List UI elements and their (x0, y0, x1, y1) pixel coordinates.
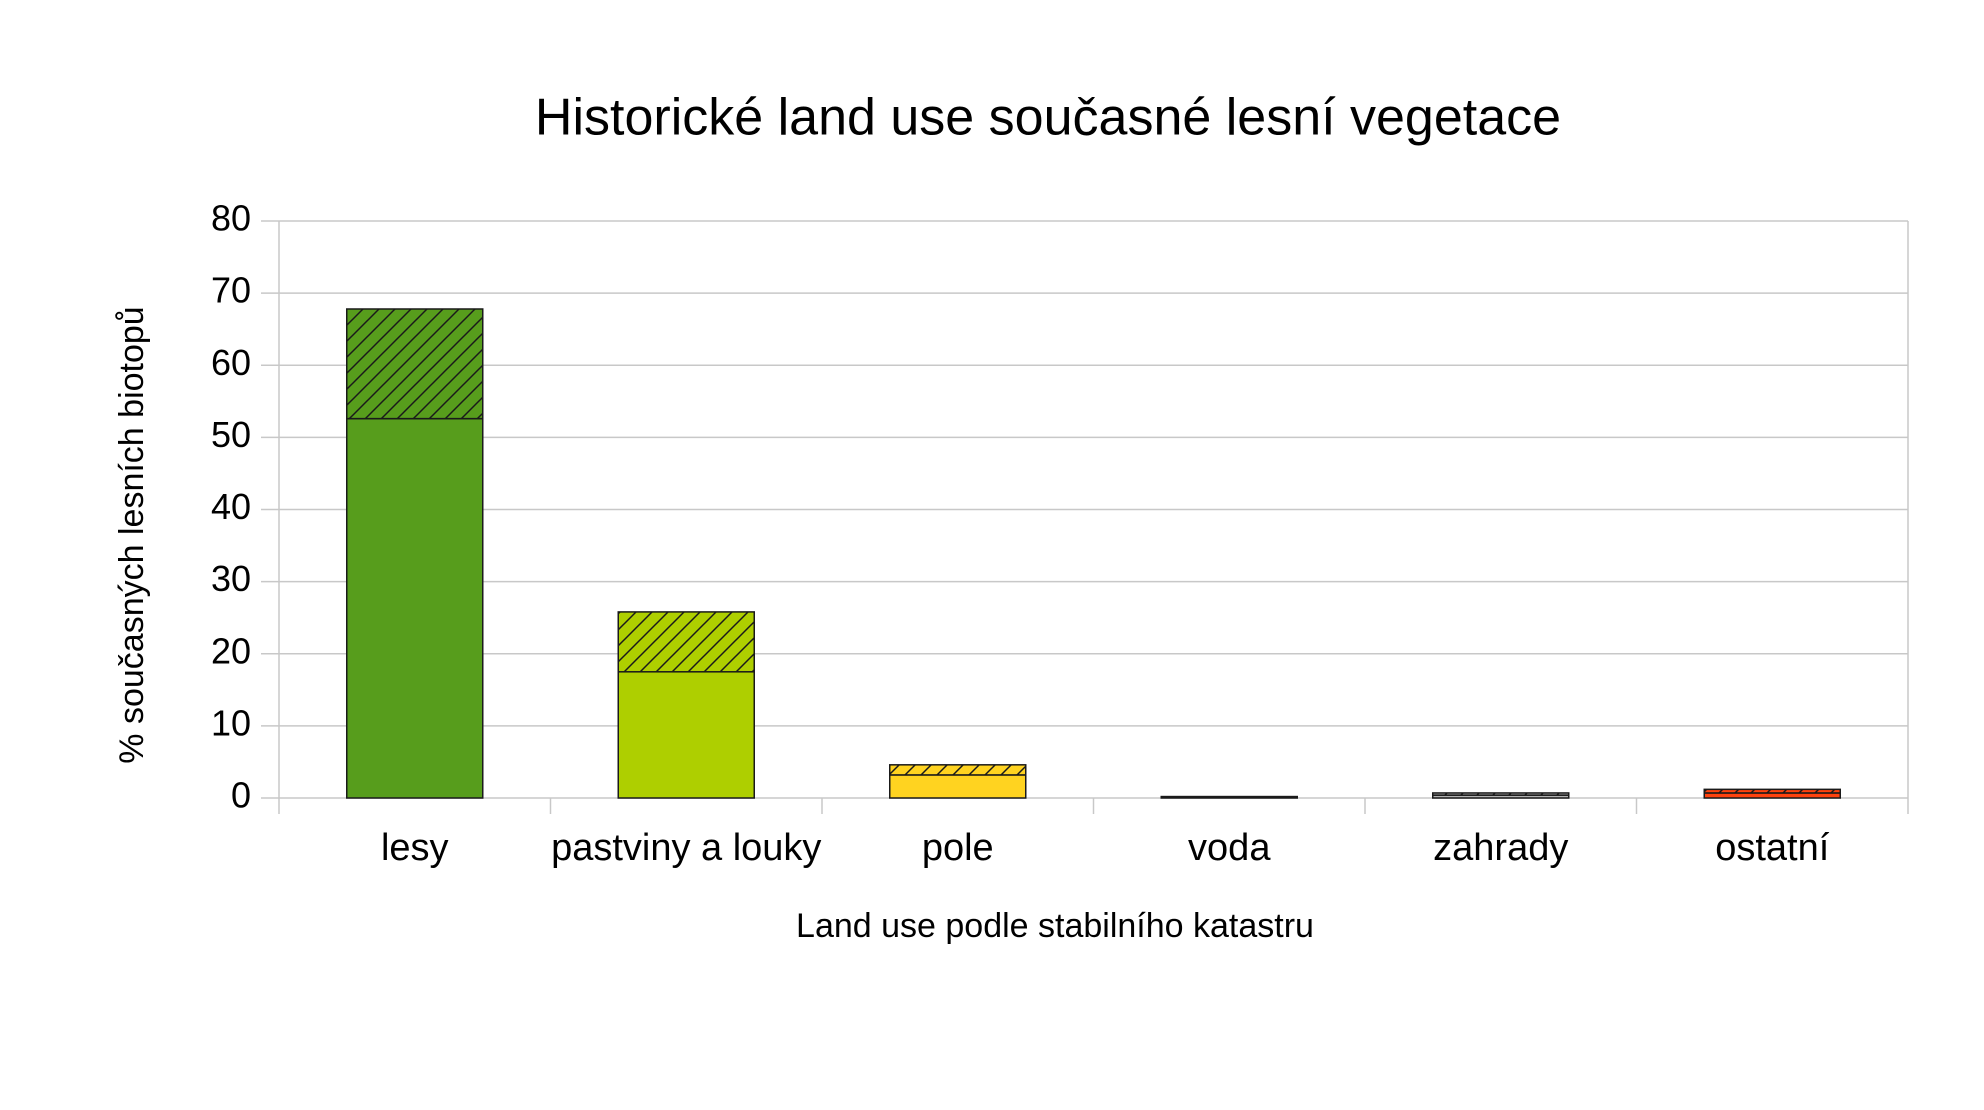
x-tick-label: lesy (381, 827, 449, 869)
chart-title: Historické land use současné lesní veget… (535, 89, 1561, 147)
y-tick-label: 50 (211, 414, 251, 455)
y-tick-label: 30 (211, 558, 251, 599)
y-tick-label: 40 (211, 486, 251, 527)
bar-segment (346, 308, 484, 420)
bar-segment (889, 774, 1027, 799)
bar-segment (346, 417, 484, 799)
y-tick-label: 20 (211, 630, 251, 671)
bar-segment (617, 611, 755, 673)
y-tick-label: 0 (231, 775, 251, 816)
x-axis-title: Land use podle stabilního katastru (796, 907, 1314, 945)
bar-segment (1432, 792, 1570, 796)
bar-segment (1160, 795, 1298, 799)
x-tick-label: zahrady (1433, 827, 1568, 869)
bar-segment (1703, 788, 1841, 794)
x-tick-label: voda (1188, 827, 1271, 869)
y-tick-label: 60 (211, 342, 251, 383)
y-tick-label: 10 (211, 702, 251, 743)
bar-segment (1703, 792, 1841, 799)
y-tick-label: 70 (211, 270, 251, 311)
x-tick-label: pole (922, 827, 994, 869)
y-axis-title: % současných lesních biotopů (113, 306, 151, 763)
bar-segment (617, 671, 755, 799)
x-tick-label: pastviny a louky (551, 827, 821, 869)
y-tick-label: 80 (211, 198, 251, 239)
x-tick-label: ostatní (1715, 827, 1830, 869)
bar-segment (889, 764, 1027, 776)
